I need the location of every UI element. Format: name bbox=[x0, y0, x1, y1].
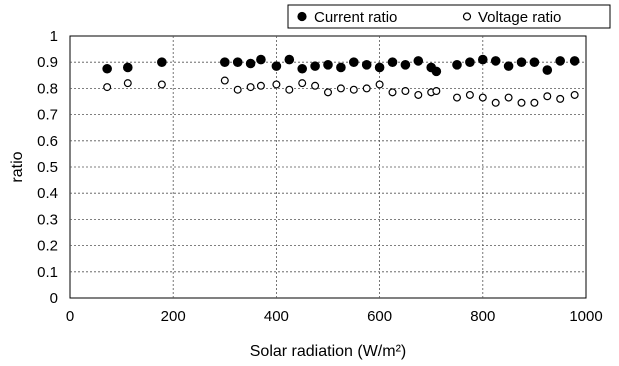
point-voltage-ratio bbox=[256, 81, 265, 90]
y-tick-label: 0.2 bbox=[37, 238, 58, 255]
point-voltage-ratio bbox=[465, 90, 474, 99]
grid bbox=[70, 36, 586, 298]
y-tick-label: 1 bbox=[50, 28, 58, 45]
point-voltage-ratio bbox=[375, 80, 384, 89]
point-voltage-ratio bbox=[123, 79, 132, 88]
point-current-ratio bbox=[245, 58, 256, 69]
point-current-ratio bbox=[232, 57, 243, 67]
point-current-ratio bbox=[348, 57, 359, 67]
x-tick-label: 600 bbox=[367, 308, 392, 325]
point-current-ratio bbox=[452, 60, 462, 70]
y-tick-label: 0.4 bbox=[37, 185, 58, 202]
point-current-ratio bbox=[387, 57, 398, 67]
point-current-ratio bbox=[297, 63, 307, 74]
legend: Current ratio Voltage ratio bbox=[287, 4, 611, 29]
point-voltage-ratio bbox=[233, 85, 242, 94]
point-voltage-ratio bbox=[362, 84, 371, 93]
point-current-ratio bbox=[503, 61, 514, 71]
legend-label-current-ratio: Current ratio bbox=[314, 9, 397, 26]
point-voltage-ratio bbox=[285, 85, 294, 94]
point-voltage-ratio bbox=[311, 81, 320, 90]
y-axis-title: ratio bbox=[9, 151, 26, 182]
point-current-ratio bbox=[271, 61, 282, 71]
x-axis-ticks: 0 200 400 600 800 1000 bbox=[66, 308, 603, 325]
point-voltage-ratio bbox=[543, 92, 552, 101]
point-voltage-ratio bbox=[298, 79, 307, 88]
point-current-ratio bbox=[490, 56, 501, 66]
point-current-ratio bbox=[122, 62, 133, 73]
point-current-ratio bbox=[465, 57, 475, 67]
point-current-ratio bbox=[220, 57, 230, 67]
point-voltage-ratio bbox=[432, 87, 441, 96]
point-current-ratio bbox=[102, 63, 112, 74]
y-tick-label: 0.6 bbox=[37, 133, 58, 150]
point-voltage-ratio bbox=[414, 90, 423, 99]
x-axis-title: Solar radiation (W/m²) bbox=[250, 343, 406, 360]
point-current-ratio bbox=[555, 56, 565, 66]
legend-marker-current-ratio bbox=[297, 11, 307, 22]
point-voltage-ratio bbox=[157, 80, 166, 89]
point-current-ratio bbox=[413, 56, 424, 66]
point-current-ratio bbox=[284, 54, 295, 65]
point-voltage-ratio bbox=[453, 93, 462, 102]
y-tick-label: 0 bbox=[50, 290, 58, 307]
point-current-ratio bbox=[157, 57, 167, 67]
legend-marker-voltage-ratio bbox=[462, 12, 472, 21]
point-current-ratio bbox=[542, 65, 553, 75]
point-voltage-ratio bbox=[530, 98, 539, 107]
y-tick-label: 0.5 bbox=[37, 159, 58, 176]
point-current-ratio bbox=[310, 61, 320, 71]
point-voltage-ratio bbox=[556, 94, 565, 103]
point-current-ratio bbox=[256, 54, 266, 65]
point-voltage-ratio bbox=[570, 90, 579, 99]
point-voltage-ratio bbox=[388, 88, 397, 97]
y-tick-label: 0.8 bbox=[37, 80, 58, 97]
point-current-ratio bbox=[323, 60, 333, 70]
point-current-ratio bbox=[529, 57, 540, 67]
point-current-ratio bbox=[569, 56, 580, 66]
x-tick-label: 800 bbox=[470, 308, 495, 325]
point-voltage-ratio bbox=[349, 85, 358, 94]
point-voltage-ratio bbox=[220, 76, 229, 85]
point-voltage-ratio bbox=[401, 87, 410, 96]
legend-box bbox=[287, 4, 611, 29]
point-current-ratio bbox=[361, 60, 372, 70]
point-voltage-ratio bbox=[491, 98, 500, 107]
point-current-ratio bbox=[516, 57, 527, 67]
point-voltage-ratio bbox=[504, 93, 513, 102]
point-current-ratio bbox=[431, 66, 442, 77]
point-voltage-ratio bbox=[246, 83, 255, 92]
point-voltage-ratio bbox=[103, 83, 112, 92]
y-tick-label: 0.3 bbox=[37, 211, 58, 228]
point-current-ratio bbox=[477, 54, 488, 65]
x-tick-label: 0 bbox=[66, 308, 74, 325]
point-voltage-ratio bbox=[324, 88, 333, 97]
x-tick-label: 400 bbox=[264, 308, 289, 325]
point-current-ratio bbox=[400, 60, 411, 70]
y-tick-label: 0.7 bbox=[37, 107, 58, 124]
y-axis-ticks: 0 0.1 0.2 0.3 0.4 0.5 0.6 0.7 0.8 0.9 1 bbox=[37, 28, 58, 307]
point-voltage-ratio bbox=[478, 93, 487, 102]
x-tick-label: 1000 bbox=[569, 308, 602, 325]
x-tick-label: 200 bbox=[161, 308, 186, 325]
point-current-ratio bbox=[374, 62, 385, 73]
point-voltage-ratio bbox=[517, 98, 526, 107]
legend-label-voltage-ratio: Voltage ratio bbox=[478, 9, 561, 26]
point-voltage-ratio bbox=[336, 84, 345, 93]
y-tick-label: 0.9 bbox=[37, 54, 58, 71]
data-points bbox=[102, 54, 580, 107]
point-voltage-ratio bbox=[272, 80, 281, 89]
y-tick-label: 0.1 bbox=[37, 264, 58, 281]
point-current-ratio bbox=[336, 62, 346, 73]
